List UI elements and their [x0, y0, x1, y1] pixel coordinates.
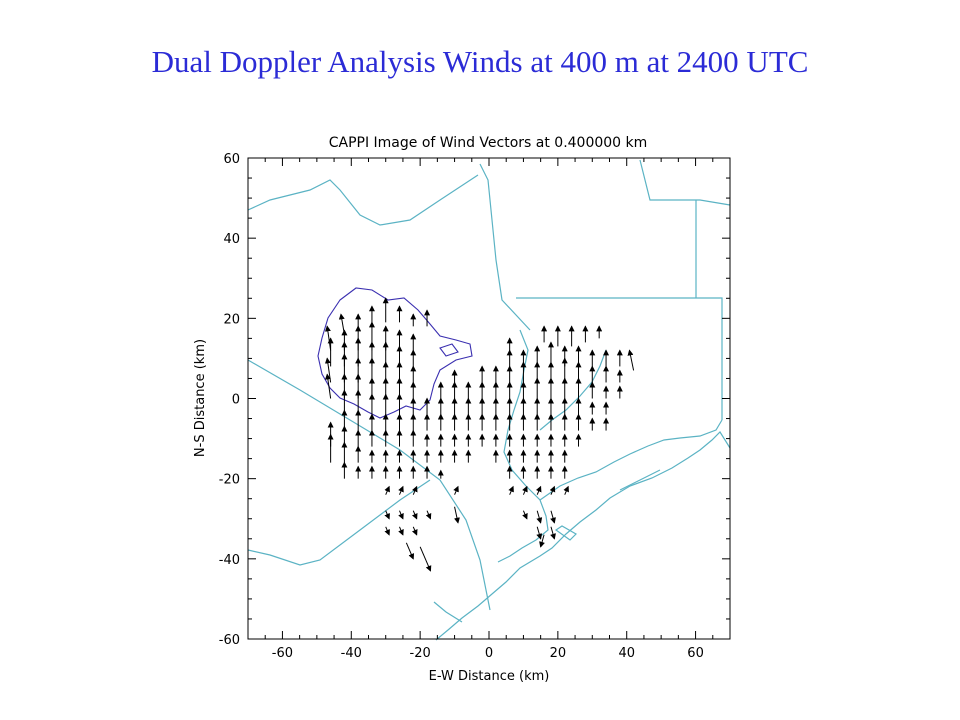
wind-vector — [398, 485, 404, 495]
wind-vector — [384, 510, 390, 520]
wind-vector — [454, 506, 460, 524]
wind-vector — [411, 526, 418, 536]
y-tick-label: -40 — [219, 553, 240, 568]
wind-vector — [522, 485, 528, 495]
y-tick-label: 60 — [223, 152, 240, 167]
plot-frame — [247, 157, 731, 640]
coastline-inner — [539, 349, 723, 501]
county-line-a — [247, 359, 491, 611]
x-axis-ticks: -60 -40 -20 0 20 40 60 — [247, 158, 731, 661]
wind-vector — [536, 526, 543, 540]
wind-vector — [411, 510, 418, 520]
wind-vector — [563, 485, 569, 495]
map-layer — [247, 159, 731, 641]
wind-vector — [398, 510, 404, 520]
wind-vector — [539, 534, 545, 548]
coastline — [435, 431, 731, 641]
wind-vector — [384, 526, 390, 536]
wind-vector — [536, 510, 543, 524]
wind-vector — [550, 526, 556, 540]
wind-vector — [419, 546, 432, 572]
y-axis-label: N-S Distance (km) — [193, 339, 208, 457]
wind-vector — [535, 485, 542, 495]
bay-shoreline — [497, 329, 549, 563]
wind-vector — [522, 510, 528, 520]
y-tick-label: 20 — [223, 312, 240, 327]
wind-vector — [549, 485, 556, 495]
y-tick-label: 0 — [232, 393, 240, 408]
wind-vector — [384, 485, 390, 495]
wind-vector — [453, 485, 459, 495]
wind-vector — [425, 510, 432, 520]
x-tick-label: 0 — [485, 646, 493, 661]
wind-vector — [338, 313, 345, 335]
y-tick-label: 40 — [223, 232, 240, 247]
wind-vector — [324, 373, 332, 399]
wind-vector — [508, 485, 514, 495]
y-tick-label: -60 — [219, 633, 240, 648]
echo-outline — [317, 287, 473, 419]
wind-vector — [411, 485, 418, 495]
x-tick-label: -40 — [341, 646, 362, 661]
wind-vectors — [324, 297, 635, 572]
x-tick-label: 60 — [687, 646, 704, 661]
x-tick-label: -60 — [272, 646, 293, 661]
wind-vector — [550, 510, 556, 524]
x-tick-label: 20 — [550, 646, 567, 661]
x-tick-label: 40 — [618, 646, 635, 661]
slide-title: Dual Doppler Analysis Winds at 400 m at … — [151, 44, 809, 79]
chart-title: CAPPI Image of Wind Vectors at 0.400000 … — [329, 135, 648, 151]
y-axis-ticks: -60 -40 -20 0 20 40 60 — [219, 152, 730, 648]
county-line-b — [247, 163, 531, 331]
wind-vector — [627, 349, 635, 371]
x-tick-label: -20 — [410, 646, 431, 661]
county-line-d — [247, 479, 431, 566]
county-line-c — [516, 159, 731, 420]
wind-vector — [405, 542, 415, 560]
barrier-island — [433, 469, 661, 623]
x-axis-label: E-W Distance (km) — [429, 669, 550, 684]
y-tick-label: -20 — [219, 473, 240, 488]
wind-vector — [398, 526, 404, 536]
wind-vector — [324, 325, 332, 351]
